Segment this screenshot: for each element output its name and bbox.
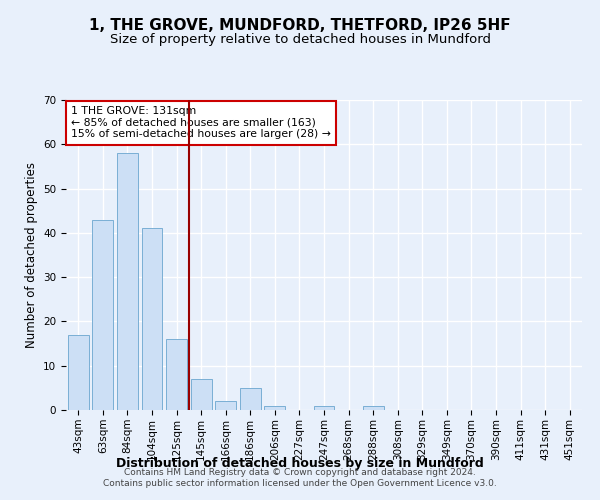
Y-axis label: Number of detached properties: Number of detached properties	[25, 162, 38, 348]
Text: Distribution of detached houses by size in Mundford: Distribution of detached houses by size …	[116, 458, 484, 470]
Text: Contains HM Land Registry data © Crown copyright and database right 2024.
Contai: Contains HM Land Registry data © Crown c…	[103, 468, 497, 487]
Bar	[265, 406, 286, 410]
Bar	[166, 339, 187, 410]
Bar	[215, 401, 236, 410]
Bar	[117, 153, 138, 410]
Bar	[362, 406, 383, 410]
Bar	[142, 228, 163, 410]
Bar	[191, 379, 212, 410]
Bar	[314, 406, 334, 410]
Bar	[92, 220, 113, 410]
Bar	[68, 334, 89, 410]
Text: Size of property relative to detached houses in Mundford: Size of property relative to detached ho…	[110, 32, 491, 46]
Text: 1 THE GROVE: 131sqm
← 85% of detached houses are smaller (163)
15% of semi-detac: 1 THE GROVE: 131sqm ← 85% of detached ho…	[71, 106, 331, 140]
Bar	[240, 388, 261, 410]
Text: 1, THE GROVE, MUNDFORD, THETFORD, IP26 5HF: 1, THE GROVE, MUNDFORD, THETFORD, IP26 5…	[89, 18, 511, 32]
